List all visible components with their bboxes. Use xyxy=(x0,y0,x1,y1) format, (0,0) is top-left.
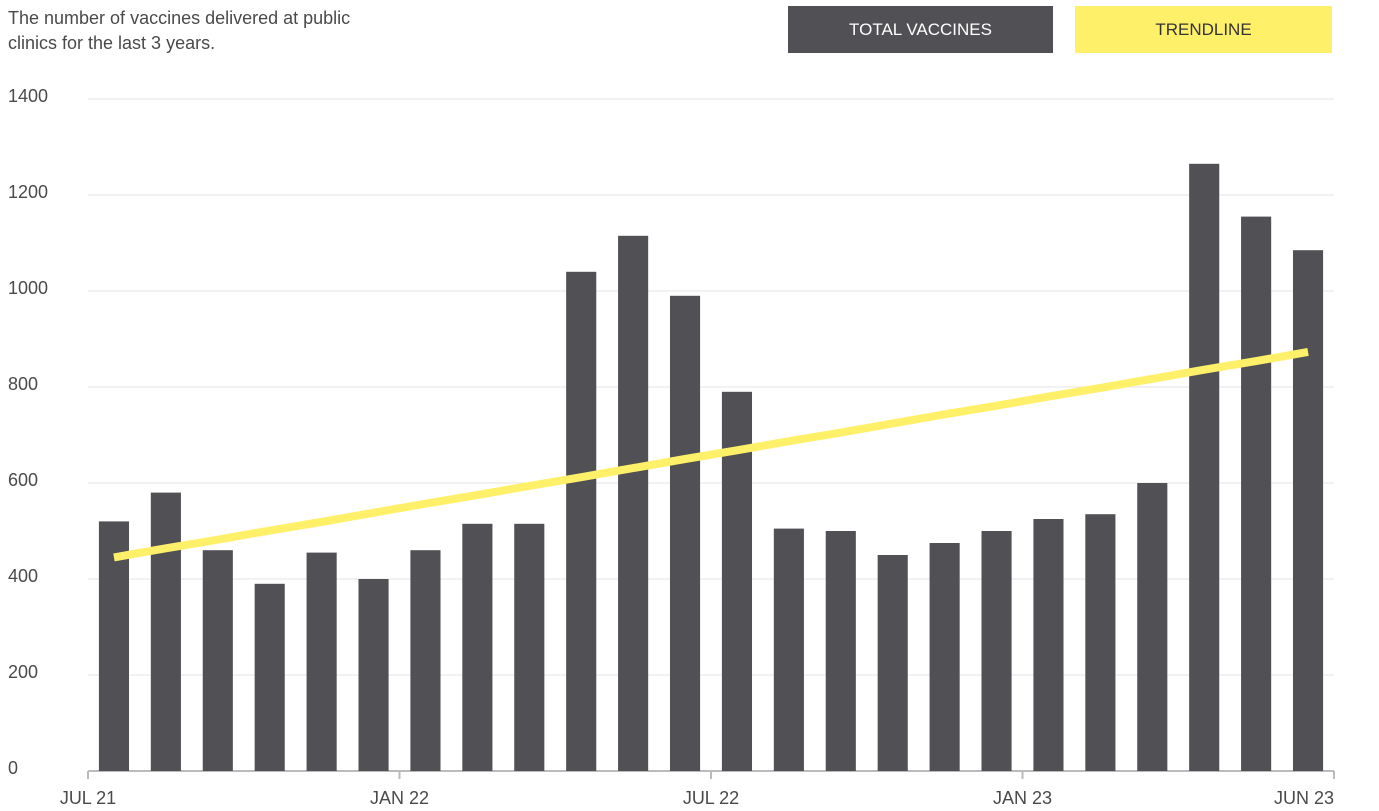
bar xyxy=(1292,250,1324,771)
y-tick-label: 0 xyxy=(8,758,18,778)
y-tick-label: 1000 xyxy=(8,278,48,298)
bar xyxy=(254,583,285,771)
bar xyxy=(462,523,493,771)
bar xyxy=(410,550,441,771)
bar xyxy=(306,552,337,771)
y-tick-label: 400 xyxy=(8,566,38,586)
trendline xyxy=(113,348,1309,562)
y-tick-label: 600 xyxy=(8,470,38,490)
bar xyxy=(929,543,960,771)
bar xyxy=(825,531,856,771)
bar xyxy=(773,528,804,771)
bar xyxy=(877,555,908,771)
x-tick-label: JUL 22 xyxy=(683,788,739,808)
bar xyxy=(1189,163,1220,772)
x-tick-label: JAN 23 xyxy=(993,788,1052,808)
x-tick-label: JUN 23 xyxy=(1274,788,1334,808)
bar xyxy=(566,271,597,771)
legend-item: TOTAL VACCINES xyxy=(788,6,1053,53)
y-tick-label: 200 xyxy=(8,662,38,682)
bar xyxy=(1241,216,1272,772)
bar xyxy=(981,531,1012,771)
legend-item: TRENDLINE xyxy=(1075,6,1332,53)
bar xyxy=(358,579,389,771)
y-tick-label: 800 xyxy=(8,374,38,394)
chart-title: The number of vaccines delivered at publ… xyxy=(8,8,351,53)
bar xyxy=(202,550,233,771)
bar xyxy=(1085,514,1116,771)
x-tick-label: JAN 22 xyxy=(370,788,429,808)
y-tick-label: 1400 xyxy=(8,86,48,106)
bar xyxy=(98,521,130,771)
bar xyxy=(669,295,701,771)
bar xyxy=(1033,519,1064,771)
bar xyxy=(514,523,545,771)
bar xyxy=(150,492,181,771)
y-tick-label: 1200 xyxy=(8,182,48,202)
bar xyxy=(618,235,649,772)
bar xyxy=(1137,483,1168,771)
x-tick-label: JUL 21 xyxy=(60,788,116,808)
